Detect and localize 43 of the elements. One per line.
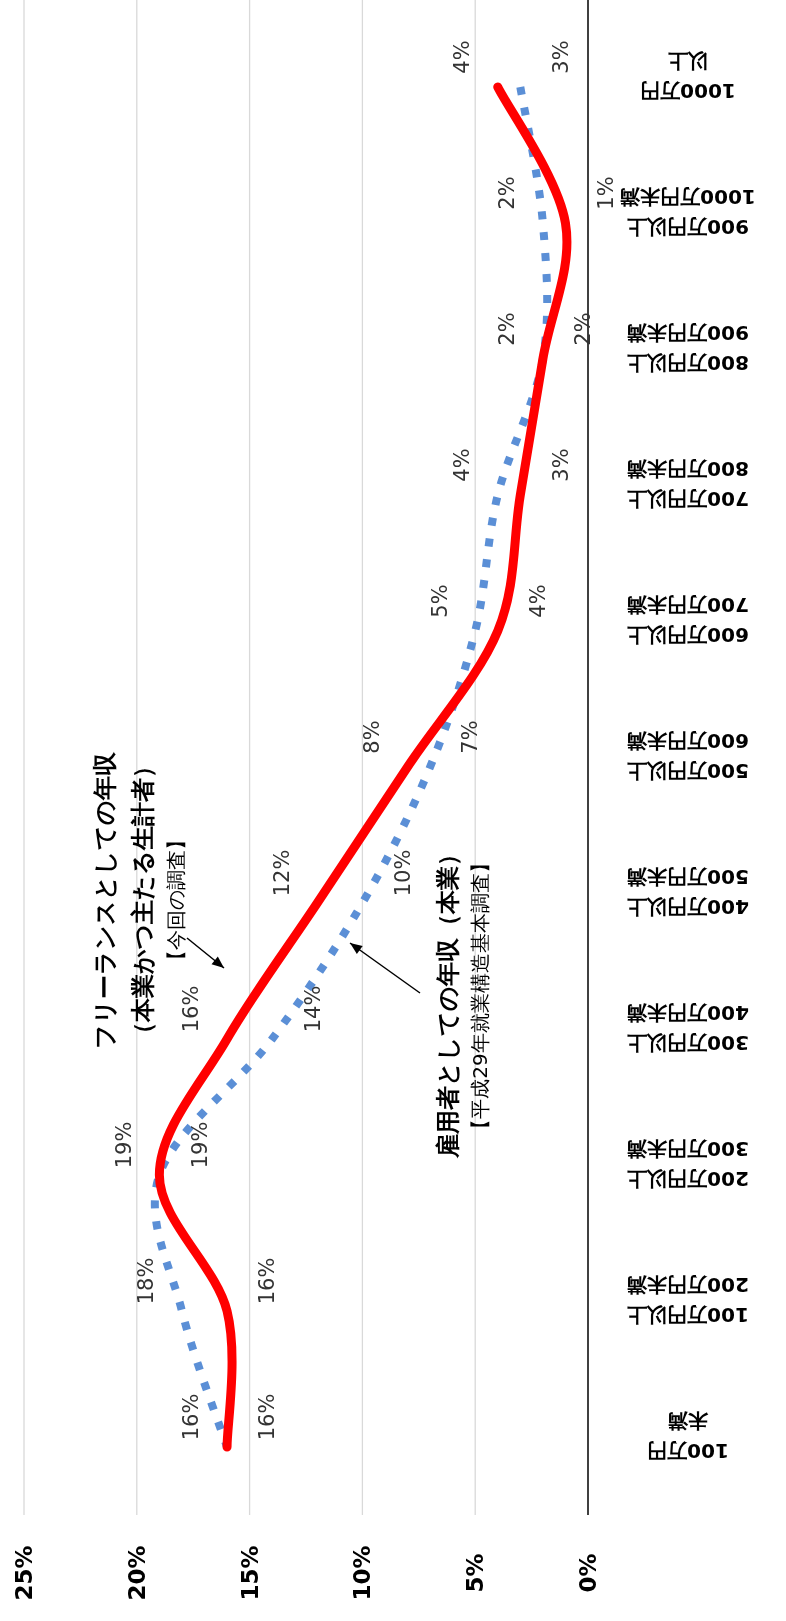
x-tick-label: 10% — [349, 1545, 376, 1601]
data-label: 18% — [134, 1257, 159, 1305]
data-label: 16% — [255, 1393, 280, 1441]
data-label: 4% — [450, 40, 475, 74]
data-label: 12% — [269, 849, 294, 897]
data-label: 14% — [300, 985, 325, 1033]
data-label: 16% — [179, 1393, 204, 1441]
y-tick-label: 1000万円以上 — [640, 48, 736, 103]
y-tick-label: 200万円以上300万円未満 — [627, 1136, 749, 1191]
data-label: 3% — [548, 448, 573, 482]
y-tick-label: 800万円以上900万円未満 — [627, 320, 749, 375]
x-tick-label: 20% — [123, 1545, 150, 1601]
annotation: 【平成29年就業構造基本調査】 — [468, 853, 492, 1139]
data-label: 19% — [187, 1121, 212, 1169]
data-label: 10% — [390, 849, 415, 897]
x-tick-label: 25% — [11, 1545, 38, 1601]
data-label: 4% — [450, 448, 475, 482]
data-label: 16% — [179, 985, 204, 1033]
x-tick-label: 0% — [575, 1553, 602, 1593]
data-label: 3% — [548, 40, 573, 74]
x-tick-label: 5% — [462, 1553, 489, 1593]
data-label: 7% — [458, 720, 483, 754]
data-label: 4% — [526, 584, 551, 618]
data-label: 19% — [111, 1121, 136, 1169]
data-label: 16% — [255, 1257, 280, 1305]
data-label: 2% — [495, 176, 520, 210]
x-tick-label: 15% — [236, 1545, 263, 1601]
data-label: 8% — [359, 720, 384, 754]
data-label: 5% — [427, 584, 452, 618]
data-label: 2% — [495, 312, 520, 346]
y-tick-label: 100万円以上200万円未満 — [627, 1272, 749, 1327]
annotation: 【今回の調査】 — [164, 830, 188, 970]
y-tick-label: 500万円以上600万円未満 — [627, 728, 749, 783]
y-tick-label: 100万円未満 — [647, 1408, 729, 1463]
text: 雇用者としての年収（本業） — [434, 842, 463, 1159]
y-tick-label: 400万円以上500万円未満 — [627, 864, 749, 919]
y-tick-label: 700万円以上800万円未満 — [627, 456, 749, 511]
y-tick-label: 900万円以上1000万円未満 — [620, 184, 756, 239]
y-tick-label: 300万円以上400万円未満 — [627, 1000, 749, 1055]
data-label: 2% — [571, 312, 596, 346]
data-label: 1% — [593, 176, 618, 210]
y-tick-label: 600万円以上700万円未満 — [627, 592, 749, 647]
text: フリーランスとしての年収（本業かつ主たる生計者） — [91, 750, 158, 1049]
